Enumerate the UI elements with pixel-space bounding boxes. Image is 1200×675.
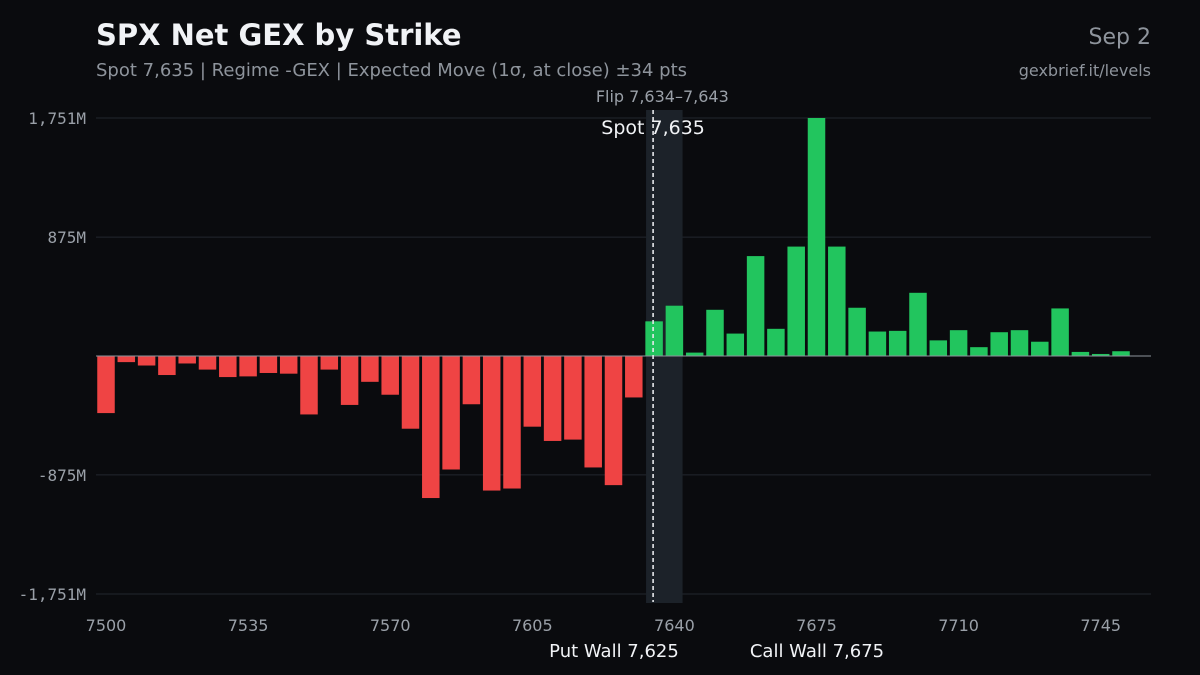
call-wall-label: Call Wall 7,675 xyxy=(750,641,884,662)
bar-strike-7545 xyxy=(279,356,298,374)
bar-strike-7635 xyxy=(645,321,663,356)
bar-strike-7505 xyxy=(117,356,136,363)
y-tick-label: -1,751M xyxy=(19,585,86,604)
grid-lines xyxy=(96,117,1151,595)
bar-strike-7530 xyxy=(219,356,237,378)
chart-title: SPX Net GEX by Strike xyxy=(96,18,462,52)
bar-series xyxy=(97,118,1130,499)
bar-strike-7600 xyxy=(503,356,521,489)
bar-strike-7575 xyxy=(401,356,420,429)
bar-strike-7660 xyxy=(746,256,765,356)
bar-strike-7710 xyxy=(949,330,968,356)
bar-strike-7650 xyxy=(706,309,724,356)
bar-strike-7615 xyxy=(564,356,582,440)
y-tick-label: 875M xyxy=(47,228,86,247)
bar-strike-7550 xyxy=(300,356,318,415)
chart-date: Sep 2 xyxy=(1089,25,1151,50)
chart-subtitle: Spot 7,635 | Regime -GEX | Expected Move… xyxy=(96,60,687,81)
bar-strike-7620 xyxy=(584,356,602,468)
bar-strike-7595 xyxy=(482,356,501,491)
bar-strike-7640 xyxy=(665,305,684,356)
x-tick-label: 7745 xyxy=(1080,616,1121,635)
bar-strike-7720 xyxy=(990,332,1008,356)
x-tick-label: 7675 xyxy=(796,616,837,635)
bar-strike-7745 xyxy=(1091,353,1110,356)
bar-strike-7730 xyxy=(1031,341,1049,356)
flip-zone-label: Flip 7,634–7,643 xyxy=(596,87,729,106)
bar-strike-7655 xyxy=(726,333,745,356)
bar-strike-7535 xyxy=(239,356,257,377)
bar-strike-7525 xyxy=(198,356,217,370)
bar-strike-7735 xyxy=(1051,308,1069,356)
bar-strike-7690 xyxy=(868,331,887,356)
bar-strike-7515 xyxy=(158,356,176,376)
x-tick-label: 7570 xyxy=(370,616,411,635)
bar-strike-7570 xyxy=(381,356,399,395)
y-tick-label: -875M xyxy=(38,466,86,485)
bar-strike-7685 xyxy=(848,307,866,356)
y-axis-ticks: 1,751M 875M -875M -1,751M xyxy=(19,109,86,604)
bar-strike-7630 xyxy=(625,356,643,398)
bar-strike-7585 xyxy=(442,356,460,470)
x-tick-label: 7710 xyxy=(938,616,979,635)
bar-strike-7580 xyxy=(422,356,440,499)
x-axis-ticks: 7500 7535 7570 7605 7640 7675 7710 7745 xyxy=(86,616,1121,635)
bar-strike-7510 xyxy=(137,356,156,366)
bar-strike-7695 xyxy=(888,330,907,356)
put-wall-label: Put Wall 7,625 xyxy=(549,641,679,662)
bar-strike-7705 xyxy=(929,340,948,356)
bar-strike-7590 xyxy=(462,356,481,405)
bar-strike-7670 xyxy=(787,246,805,356)
bar-strike-7680 xyxy=(828,246,846,356)
bar-strike-7725 xyxy=(1010,330,1029,356)
x-tick-label: 7605 xyxy=(512,616,553,635)
x-tick-label: 7535 xyxy=(228,616,269,635)
bar-strike-7605 xyxy=(523,356,542,427)
bar-strike-7700 xyxy=(909,292,927,356)
bar-strike-7520 xyxy=(178,356,196,364)
bar-strike-7750 xyxy=(1112,351,1130,356)
bar-strike-7560 xyxy=(340,356,359,405)
x-tick-label: 7640 xyxy=(654,616,695,635)
bar-strike-7715 xyxy=(970,347,988,356)
bar-strike-7555 xyxy=(320,356,339,370)
bar-strike-7565 xyxy=(361,356,379,382)
bar-strike-7740 xyxy=(1071,351,1090,356)
spot-label: Spot 7,635 xyxy=(601,117,705,139)
y-tick-label: 1,751M xyxy=(28,109,86,128)
bar-strike-7500 xyxy=(97,356,115,414)
chart-source: gexbrief.it/levels xyxy=(1019,61,1151,80)
bar-strike-7665 xyxy=(767,328,785,356)
bar-strike-7610 xyxy=(543,356,562,441)
bar-strike-7675 xyxy=(807,118,826,356)
bar-strike-7625 xyxy=(604,356,623,486)
bar-strike-7645 xyxy=(685,352,704,356)
bar-strike-7540 xyxy=(259,356,278,373)
x-tick-label: 7500 xyxy=(86,616,127,635)
